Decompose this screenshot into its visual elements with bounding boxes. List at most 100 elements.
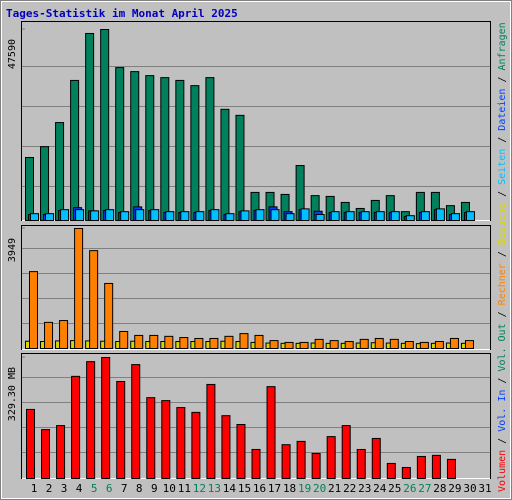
legend-separator: / bbox=[497, 432, 508, 450]
bar bbox=[131, 364, 141, 479]
x-tick-label: 6 bbox=[106, 482, 113, 495]
panel-frame bbox=[21, 21, 491, 221]
bar bbox=[164, 335, 174, 350]
bar bbox=[30, 213, 39, 222]
x-tick-label: 25 bbox=[388, 482, 401, 495]
bar bbox=[145, 75, 155, 221]
x-tick-label: 12 bbox=[193, 482, 206, 495]
bar bbox=[450, 213, 460, 222]
bar bbox=[191, 411, 201, 480]
bar bbox=[270, 209, 280, 222]
bar bbox=[195, 211, 205, 221]
x-tick-label: 17 bbox=[268, 482, 281, 495]
bar bbox=[205, 77, 215, 221]
bar bbox=[326, 436, 336, 479]
bar bbox=[71, 375, 81, 479]
bar bbox=[101, 357, 111, 479]
y-tick-label: 329.30 MB bbox=[7, 367, 18, 421]
bar bbox=[130, 71, 140, 221]
bar bbox=[389, 338, 399, 349]
bar bbox=[225, 213, 235, 222]
y-tick-label: 3949 bbox=[7, 238, 18, 262]
bar bbox=[161, 400, 171, 480]
y-tick-label: 47590 bbox=[7, 39, 18, 69]
legend-entry: Dateien bbox=[497, 89, 508, 131]
bar bbox=[255, 209, 265, 222]
bar bbox=[251, 448, 261, 480]
bar bbox=[345, 211, 355, 221]
bar bbox=[55, 122, 65, 221]
bar bbox=[434, 341, 444, 350]
bar bbox=[435, 208, 445, 222]
x-tick-label: 7 bbox=[121, 482, 128, 495]
bar bbox=[464, 340, 474, 350]
bar bbox=[60, 209, 70, 222]
x-tick-label: 21 bbox=[328, 482, 341, 495]
bar bbox=[419, 341, 429, 350]
bar bbox=[374, 337, 384, 349]
bar bbox=[330, 211, 340, 221]
bar bbox=[416, 455, 426, 480]
x-tick-label: 20 bbox=[313, 482, 326, 495]
legend-separator: / bbox=[497, 245, 508, 263]
x-tick-label: 10 bbox=[163, 482, 176, 495]
bar bbox=[165, 211, 175, 221]
x-tick-label: 2 bbox=[46, 482, 53, 495]
bar bbox=[45, 213, 55, 222]
bar bbox=[100, 29, 110, 221]
bar bbox=[239, 333, 249, 350]
bar bbox=[221, 415, 231, 479]
legend-entry: Vol. In bbox=[497, 390, 508, 432]
bar bbox=[254, 334, 264, 350]
legend-entry: Volumen bbox=[497, 450, 508, 492]
bar bbox=[266, 386, 276, 480]
bar bbox=[284, 341, 294, 350]
bar bbox=[314, 338, 324, 349]
bar bbox=[240, 210, 250, 221]
x-tick-label: 31 bbox=[478, 482, 491, 495]
bar bbox=[315, 213, 325, 221]
x-tick-label: 15 bbox=[238, 482, 251, 495]
bar bbox=[56, 425, 66, 480]
bar bbox=[344, 341, 354, 350]
bar bbox=[449, 337, 459, 349]
bar bbox=[179, 337, 189, 349]
bar bbox=[356, 448, 366, 480]
bar bbox=[386, 462, 396, 480]
x-tick-label: 28 bbox=[433, 482, 446, 495]
x-tick-label: 16 bbox=[253, 482, 266, 495]
bar bbox=[146, 397, 156, 480]
bar bbox=[420, 211, 430, 221]
bar bbox=[180, 211, 190, 221]
bar bbox=[359, 338, 369, 349]
legend-separator: / bbox=[497, 305, 508, 323]
x-tick-label: 19 bbox=[298, 482, 311, 495]
x-tick-label: 26 bbox=[403, 482, 416, 495]
bar bbox=[25, 156, 34, 221]
bar bbox=[341, 425, 351, 480]
bar bbox=[75, 209, 85, 222]
bar bbox=[190, 85, 200, 221]
legend-entry: Anfragen bbox=[497, 22, 508, 70]
bar bbox=[300, 208, 310, 222]
panel-frame bbox=[21, 225, 491, 350]
bar bbox=[149, 334, 159, 350]
bar bbox=[281, 444, 291, 479]
bar bbox=[175, 79, 185, 221]
bar bbox=[206, 383, 216, 480]
bar bbox=[235, 114, 245, 221]
legend-separator: / bbox=[497, 185, 508, 203]
x-tick-label: 18 bbox=[283, 482, 296, 495]
bar bbox=[41, 429, 51, 479]
bar bbox=[311, 453, 321, 480]
bar bbox=[90, 210, 100, 221]
bar bbox=[405, 215, 415, 222]
bar bbox=[70, 79, 80, 221]
bar bbox=[194, 337, 204, 349]
bar bbox=[375, 211, 385, 221]
x-tick-label: 14 bbox=[223, 482, 237, 495]
x-tick-label: 11 bbox=[178, 482, 191, 495]
bar bbox=[371, 437, 381, 479]
